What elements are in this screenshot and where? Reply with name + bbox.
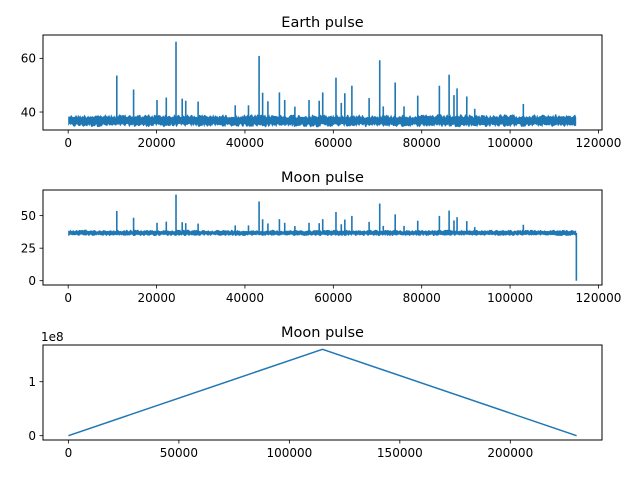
y-tick-label: 0 (28, 429, 36, 443)
x-tick-label: 0 (65, 446, 73, 460)
x-tick-label: 50000 (160, 446, 198, 460)
y-tick-label: 40 (21, 105, 36, 119)
subplot-title: Moon pulse (281, 170, 364, 186)
x-tick-label: 60000 (314, 136, 352, 150)
plot-area (68, 41, 577, 128)
axes-frame (42, 189, 603, 286)
x-tick-label: 100000 (487, 136, 533, 150)
y-tick-label: 1 (28, 375, 36, 389)
x-tick-label: 100000 (266, 446, 312, 460)
axes-frame (42, 344, 603, 441)
axes-frame (42, 34, 603, 131)
x-tick-label: 80000 (403, 291, 441, 305)
x-tick-label: 20000 (137, 136, 175, 150)
plot-area (68, 348, 577, 437)
x-tick-label: 150000 (377, 446, 423, 460)
y-tick-label: 50 (21, 209, 36, 223)
y-tick-label: 0 (28, 274, 36, 288)
x-tick-label: 40000 (226, 136, 264, 150)
x-tick-label: 40000 (226, 291, 264, 305)
x-tick-label: 80000 (403, 136, 441, 150)
y-offset-label: 1e8 (41, 330, 64, 344)
subplot-1: Earth pulse 0 20000 40000 60000 80000 100000 12… (21, 15, 622, 150)
x-tick-label: 0 (64, 291, 72, 305)
x-tick-label: 60000 (314, 291, 352, 305)
x-tick-label: 200000 (487, 446, 533, 460)
subplot-title: Earth pulse (281, 15, 363, 31)
plot-area (68, 194, 578, 281)
x-tick-label: 0 (64, 136, 72, 150)
x-tick-label: 20000 (137, 291, 175, 305)
x-tick-label: 100000 (487, 291, 533, 305)
series-line (68, 348, 577, 437)
y-tick-label: 60 (21, 52, 36, 66)
subplot-3: Moon pulse 0 50000 100000 150000 200000 0 1 1e8 (28, 325, 603, 460)
y-tick-label: 25 (21, 241, 36, 255)
x-tick-label: 120000 (576, 291, 622, 305)
x-tick-label: 120000 (576, 136, 622, 150)
subplot-title: Moon pulse (281, 325, 364, 341)
subplot-2: Moon pulse 0 20000 40000 60000 80000 100000 120… (21, 170, 622, 305)
